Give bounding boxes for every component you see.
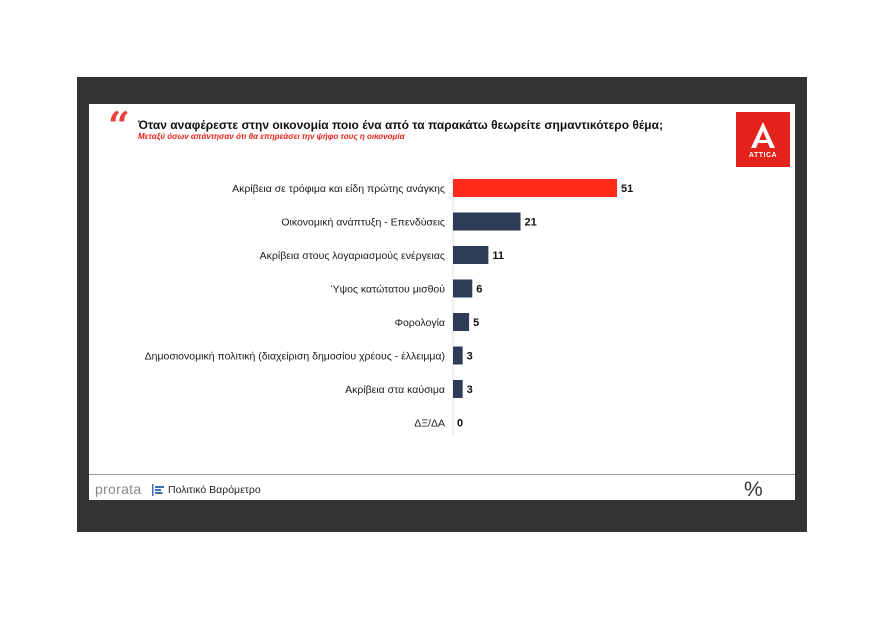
- category-label: Οικονομική ανάπτυξη - Επενδύσεις: [281, 217, 445, 229]
- bar-chart: Ακρίβεια σε τρόφιμα και είδη πρώτης ανάγ…: [145, 174, 633, 437]
- value-label: 11: [492, 250, 504, 262]
- footer-divider: [89, 474, 795, 475]
- bar: [453, 380, 463, 398]
- category-label: Ύψος κατώτατου μισθού: [331, 284, 446, 296]
- value-label: 3: [467, 384, 473, 396]
- category-label: ΔΞ/ΔΑ: [414, 418, 445, 430]
- category-label: Ακρίβεια στα καύσιμα: [345, 384, 445, 396]
- prorata-bars-icon: [152, 484, 164, 496]
- category-label: Ακρίβεια σε τρόφιμα και είδη πρώτης ανάγ…: [232, 183, 445, 195]
- value-label: 3: [467, 351, 473, 363]
- category-label: Ακρίβεια στους λογαριασμούς ενέργειας: [260, 250, 445, 262]
- bar: [453, 246, 489, 264]
- attica-a-icon: [751, 122, 775, 148]
- value-label: 21: [525, 217, 537, 229]
- attica-logo-text: ATTICA: [748, 152, 778, 159]
- chart-subtitle: Μεταξύ όσων απάντησαν ότι θα επηρεάσει τ…: [138, 132, 405, 141]
- footer-label: Πολιτικό Βαρόμετρο: [168, 484, 261, 496]
- bar: [453, 346, 463, 365]
- bar: [453, 179, 617, 197]
- value-label: 6: [476, 284, 482, 296]
- value-label: 5: [473, 317, 479, 329]
- chart-title: Όταν αναφέρεστε στην οικονομία ποιο ένα …: [138, 118, 663, 132]
- value-label: 0: [457, 418, 463, 430]
- bar: [453, 279, 473, 298]
- bar: [453, 212, 521, 231]
- slide: “ Όταν αναφέρεστε στην οικονομία ποιο έν…: [89, 103, 795, 501]
- prorata-brand: prorata: [95, 481, 142, 497]
- percent-icon: %: [744, 478, 763, 501]
- attica-logo: ATTICA: [736, 112, 790, 167]
- bar: [453, 313, 470, 331]
- category-label: Δημοσιονομική πολιτική (διαχείριση δημοσ…: [145, 351, 445, 363]
- value-label: 51: [621, 183, 633, 195]
- category-label: Φορολογία: [395, 317, 445, 329]
- quote-mark-icon: “: [108, 103, 130, 148]
